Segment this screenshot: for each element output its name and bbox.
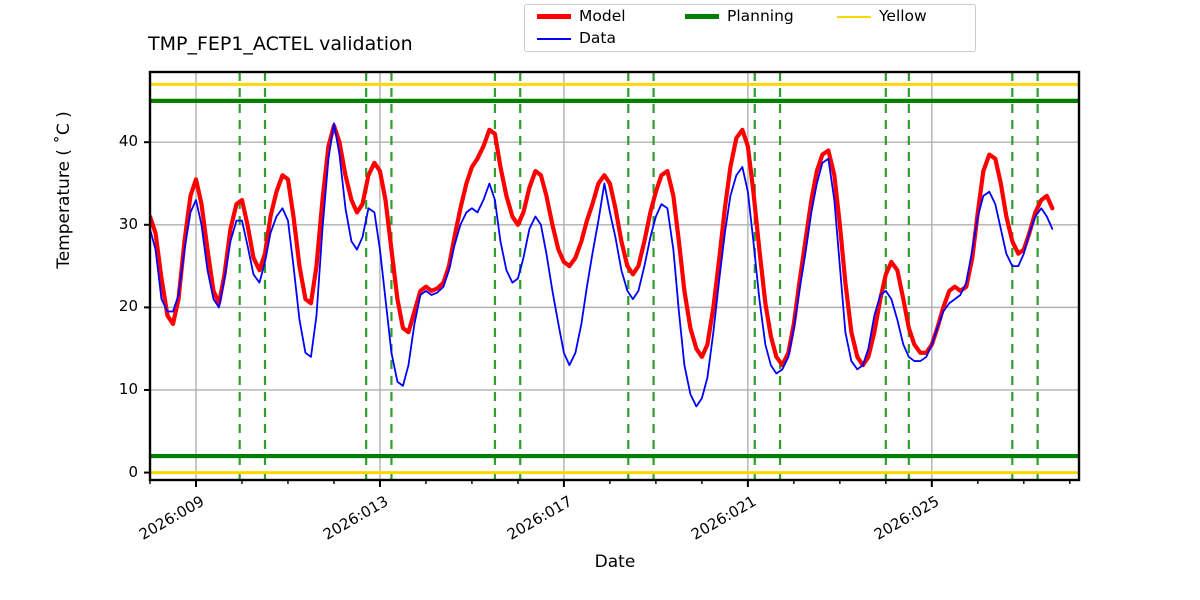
- legend-swatch-data: [537, 37, 571, 40]
- y-tick-label-30: 30: [118, 214, 138, 233]
- legend-label-planning: Planning: [727, 7, 794, 25]
- series-line-model: [150, 123, 1055, 368]
- legend-label-yellow: Yellow: [879, 7, 927, 25]
- legend-entry-model[interactable]: Model: [537, 7, 626, 25]
- legend-label-model: Model: [579, 7, 626, 25]
- legend-entry-planning[interactable]: Planning: [685, 7, 794, 25]
- legend-entry-yellow[interactable]: Yellow: [837, 7, 927, 25]
- legend-label-data: Data: [579, 29, 617, 47]
- plot-border: [148, 70, 1081, 482]
- legend: Model Planning Yellow Data: [524, 4, 976, 52]
- vertical-marker-lines: [238, 72, 1039, 480]
- data-series: [150, 122, 1055, 408]
- y-tick-label-10: 10: [118, 379, 138, 398]
- page-title: TMP_FEP1_ACTEL validation: [148, 33, 413, 55]
- legend-swatch-planning: [685, 14, 719, 20]
- x-axis-label: Date: [594, 552, 636, 572]
- legend-swatch-model: [537, 14, 571, 20]
- gridlines: [150, 72, 1079, 480]
- legend-swatch-yellow: [837, 15, 871, 18]
- legend-entry-data[interactable]: Data: [537, 29, 617, 47]
- y-axis-label: Temperature ( ˚C ): [54, 111, 74, 269]
- y-tick-label-0: 0: [128, 462, 138, 481]
- y-tick-label-40: 40: [118, 132, 138, 151]
- y-tick-label-20: 20: [118, 297, 138, 316]
- series-line-data: [150, 122, 1054, 408]
- threshold-lines: [150, 82, 1079, 475]
